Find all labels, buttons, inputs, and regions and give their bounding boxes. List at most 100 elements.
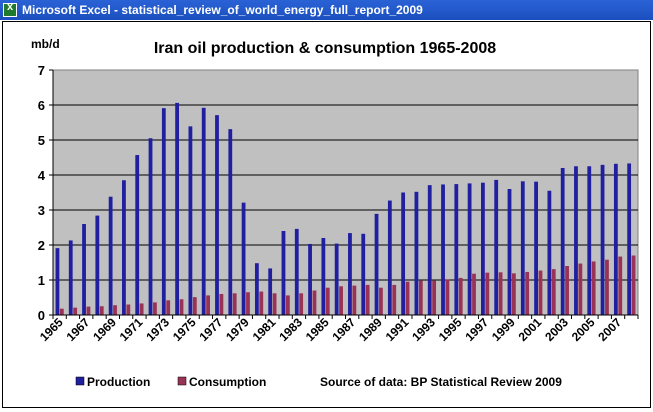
consumption-bar: [312, 290, 317, 315]
production-bar: [161, 108, 166, 316]
consumption-bar: [299, 293, 304, 315]
production-bar: [294, 228, 299, 315]
consumption-bar: [591, 261, 596, 315]
production-bar: [241, 202, 246, 315]
y-tick-label: 1: [38, 273, 45, 288]
consumption-bar: [405, 281, 410, 315]
x-tick-label: 1973: [143, 315, 172, 344]
production-bar: [254, 263, 259, 315]
production-bar: [334, 243, 339, 315]
consumption-bar: [525, 271, 530, 315]
y-tick-label: 2: [38, 238, 45, 253]
production-bar: [494, 179, 499, 315]
production-bar: [374, 213, 379, 315]
production-bar: [188, 126, 193, 315]
x-axis-ticks: 1965196719691971197319751977197919811983…: [37, 315, 639, 344]
production-bar: [201, 107, 206, 315]
x-tick-label: 2003: [542, 315, 571, 344]
consumption-bar: [153, 302, 157, 315]
consumption-bar: [432, 280, 437, 315]
source-annotation: Source of data: BP Statistical Review 20…: [320, 375, 562, 389]
consumption-bar: [498, 272, 503, 315]
excel-icon[interactable]: [3, 1, 17, 17]
consumption-bar: [232, 293, 237, 315]
production-bar: [454, 184, 459, 315]
consumption-bar: [86, 306, 91, 315]
x-tick-label: 1983: [276, 315, 305, 344]
x-tick-label: 1999: [489, 315, 518, 344]
x-tick-label: 1975: [170, 315, 199, 344]
production-bar: [361, 233, 366, 315]
consumption-bar: [272, 293, 277, 315]
consumption-bar: [485, 272, 490, 315]
production-bar: [587, 166, 592, 315]
y-tick-label: 5: [38, 133, 45, 148]
production-bar: [613, 163, 618, 315]
legend[interactable]: Production Consumption: [75, 375, 266, 389]
consumption-bar: [418, 280, 423, 315]
production-bar: [507, 189, 512, 315]
x-tick-label: 1977: [197, 315, 226, 344]
x-tick-label: 1997: [462, 315, 491, 344]
consumption-bar: [325, 287, 330, 315]
production-bar: [268, 268, 273, 315]
y-axis-unit-label: mb/d: [31, 37, 60, 51]
chart-area[interactable]: mb/d Iran oil production & consumption 1…: [2, 21, 651, 408]
production-bar: [55, 248, 60, 315]
x-tick-label: 1987: [329, 315, 358, 344]
y-tick-label: 7: [38, 63, 45, 78]
x-tick-label: 1979: [223, 315, 252, 344]
legend-swatch-consumption: [177, 376, 187, 386]
production-bar: [308, 243, 312, 315]
x-tick-label: 2001: [516, 315, 545, 344]
consumption-bar: [472, 273, 476, 315]
consumption-bar: [339, 286, 343, 315]
consumption-bar: [551, 269, 556, 315]
consumption-bar: [126, 304, 131, 315]
consumption-bar: [565, 266, 569, 315]
x-tick-label: 1985: [303, 315, 332, 344]
production-bar: [108, 196, 113, 315]
production-bar: [547, 190, 552, 315]
legend-label-consumption: Consumption: [189, 375, 266, 389]
consumption-bar: [206, 295, 210, 315]
y-tick-label: 3: [38, 203, 45, 218]
consumption-bar: [285, 295, 290, 315]
production-bar: [122, 180, 126, 315]
window-title: Microsoft Excel - statistical_review_of_…: [22, 3, 423, 17]
consumption-bar: [139, 303, 144, 315]
consumption-bar: [352, 285, 357, 315]
consumption-bar: [618, 256, 623, 315]
data-bars: [55, 102, 636, 316]
consumption-bar: [538, 270, 543, 315]
production-bar: [427, 185, 432, 315]
consumption-bar: [99, 306, 104, 315]
consumption-bar: [259, 291, 264, 315]
consumption-bar: [192, 297, 197, 315]
title-bar[interactable]: Microsoft Excel - statistical_review_of_…: [0, 0, 653, 20]
production-bar: [600, 164, 605, 315]
production-bar: [321, 238, 326, 315]
consumption-bar: [605, 259, 609, 315]
production-bar: [228, 129, 233, 315]
consumption-bar: [445, 279, 450, 315]
production-bar: [574, 166, 578, 315]
consumption-bar: [631, 255, 636, 315]
y-tick-label: 4: [38, 168, 46, 183]
consumption-bar: [73, 307, 78, 315]
production-bar: [534, 181, 538, 315]
consumption-bar: [59, 308, 64, 315]
x-tick-label: 2005: [569, 315, 598, 344]
production-bar: [175, 102, 180, 316]
legend-swatch-production: [75, 376, 85, 386]
production-bar: [401, 192, 406, 315]
x-tick-label: 1969: [90, 315, 119, 344]
consumption-bar: [179, 299, 184, 315]
x-tick-label: 1967: [64, 315, 93, 344]
bar-chart: mb/d Iran oil production & consumption 1…: [31, 37, 639, 389]
x-tick-label: 1993: [409, 315, 438, 344]
production-bar: [348, 233, 352, 315]
consumption-bar: [166, 300, 171, 315]
production-bar: [627, 163, 632, 315]
x-tick-label: 1995: [436, 315, 465, 344]
